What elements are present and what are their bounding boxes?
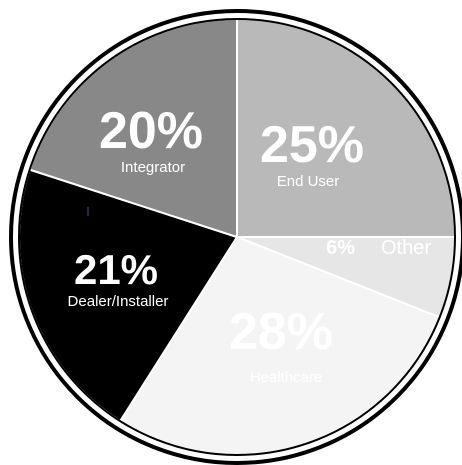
slice-category-label: End User <box>277 173 340 190</box>
slice-category-label: Dealer/Installer <box>68 293 169 310</box>
slice-percent-label: 6% <box>326 237 355 259</box>
pie-outer-ring <box>9 9 462 465</box>
slice-category-label: Other <box>381 237 431 259</box>
pie-labels: 25%End User 6% Other 28% Healthcare 21%Dealer… <box>68 102 432 386</box>
pie-inner-ring <box>18 18 456 456</box>
slice-percent-label: 25% <box>260 116 364 174</box>
slice-category-label: Healthcare <box>250 369 323 386</box>
slice-category-label: Integrator <box>121 159 185 176</box>
slice-percent-label: 20% <box>99 102 203 160</box>
slice-percent-label: 21% <box>74 246 158 293</box>
slice-percent-label: 28% <box>229 303 333 361</box>
